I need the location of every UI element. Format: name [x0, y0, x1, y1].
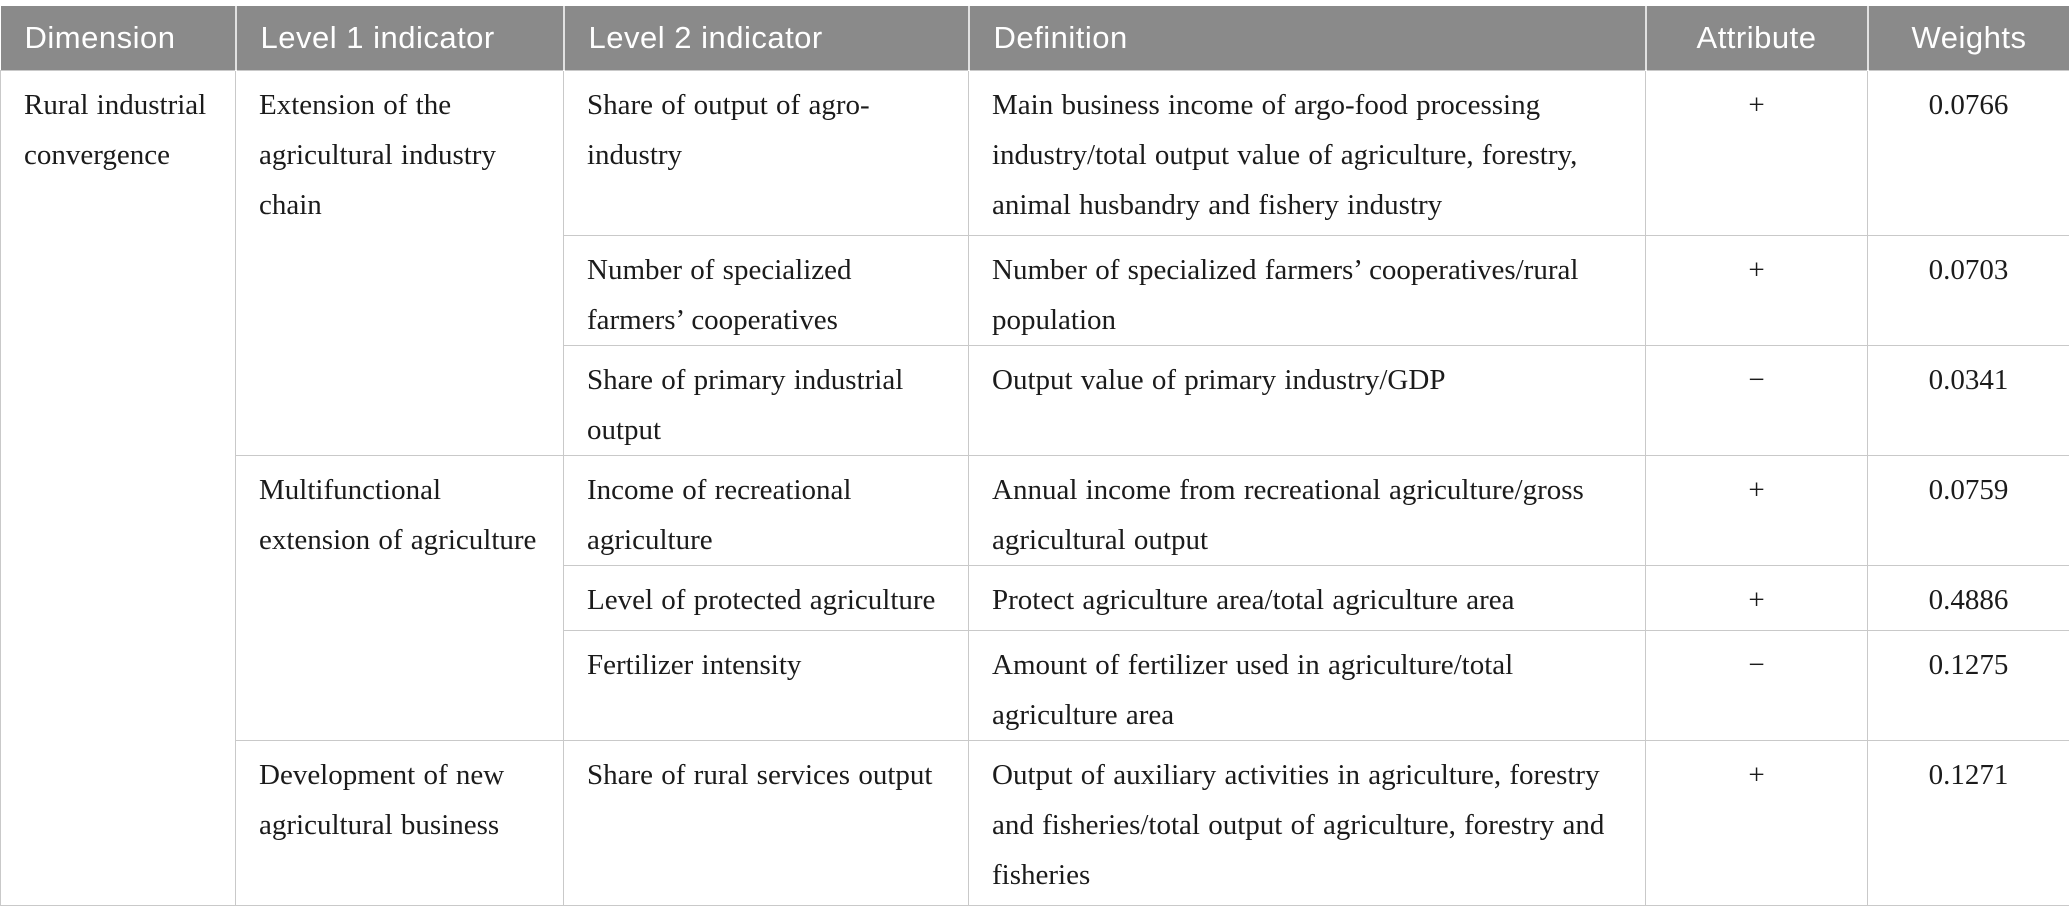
- level1-cell: Development of new agricultural business: [235, 739, 564, 906]
- definition-cell: Output of auxiliary activities in agricu…: [968, 739, 1646, 906]
- dimension-cell: Rural industrial convergence: [0, 69, 236, 906]
- column-header-level1: Level 1 indicator: [234, 6, 564, 70]
- table-row: Development of new agricultural business…: [1, 739, 2069, 906]
- attribute-cell: +: [1645, 739, 1868, 906]
- column-header-level2: Level 2 indicator: [562, 6, 969, 70]
- page: Dimension Level 1 indicator Level 2 indi…: [0, 6, 2069, 921]
- level2-cell: Income of recreational agriculture: [563, 454, 969, 566]
- level2-cell: Fertilizer intensity: [563, 629, 969, 741]
- weight-cell: 0.0703: [1867, 234, 2069, 346]
- level1-cell: Multifunctional extension of agriculture: [235, 454, 564, 741]
- attribute-cell: +: [1645, 564, 1868, 631]
- column-header-definition: Definition: [967, 6, 1646, 70]
- weight-cell: 0.4886: [1867, 564, 2069, 631]
- table-row: Rural industrial convergence Extension o…: [0, 69, 2069, 906]
- table-header: Dimension Level 1 indicator Level 2 indi…: [0, 6, 2069, 70]
- definition-cell: Amount of fertilizer used in agriculture…: [968, 629, 1646, 741]
- weight-cell: 0.0341: [1867, 344, 2069, 456]
- column-header-dimension: Dimension: [0, 6, 236, 70]
- table-row: Multifunctional extension of agriculture…: [1, 454, 2069, 741]
- level2-cell: Share of output of agro-industry: [563, 69, 969, 236]
- weight-cell: 0.0766: [1867, 69, 2069, 236]
- definition-cell: Number of specialized farmers’ cooperati…: [968, 234, 1646, 346]
- column-header-attribute: Attribute: [1644, 6, 1868, 70]
- definition-cell: Protect agriculture area/total agricultu…: [968, 564, 1646, 631]
- attribute-cell: +: [1645, 454, 1868, 566]
- weight-cell: 0.1271: [1867, 739, 2069, 906]
- table-body: Rural industrial convergence Extension o…: [0, 69, 2069, 906]
- level2-cell: Share of rural services output: [563, 739, 969, 906]
- weight-cell: 0.1275: [1867, 629, 2069, 741]
- column-header-weights: Weights: [1866, 6, 2069, 70]
- definition-cell: Annual income from recreational agricult…: [968, 454, 1646, 566]
- level2-cell: Level of protected agriculture: [563, 564, 969, 631]
- level2-cell: Number of specialized farmers’ cooperati…: [563, 234, 969, 346]
- attribute-cell: −: [1645, 629, 1868, 741]
- level2-cell: Share of primary industrial output: [563, 344, 969, 456]
- definition-cell: Main business income of argo-food proces…: [968, 69, 1646, 236]
- attribute-cell: +: [1645, 69, 1868, 236]
- table-row: Number of specialized farmers’ cooperati…: [1, 234, 2069, 346]
- indicator-weights-table: Dimension Level 1 indicator Level 2 indi…: [0, 6, 2069, 906]
- table-row: Share of primary industrial output Outpu…: [1, 344, 2069, 456]
- attribute-cell: −: [1645, 344, 1868, 456]
- definition-cell: Output value of primary industry/GDP: [968, 344, 1646, 456]
- table-row: Fertilizer intensity Amount of fertilize…: [1, 629, 2069, 741]
- attribute-cell: +: [1645, 234, 1868, 346]
- weight-cell: 0.0759: [1867, 454, 2069, 566]
- header-row: Dimension Level 1 indicator Level 2 indi…: [0, 6, 2069, 70]
- level1-cell: Extension of the agricultural industry c…: [235, 69, 564, 456]
